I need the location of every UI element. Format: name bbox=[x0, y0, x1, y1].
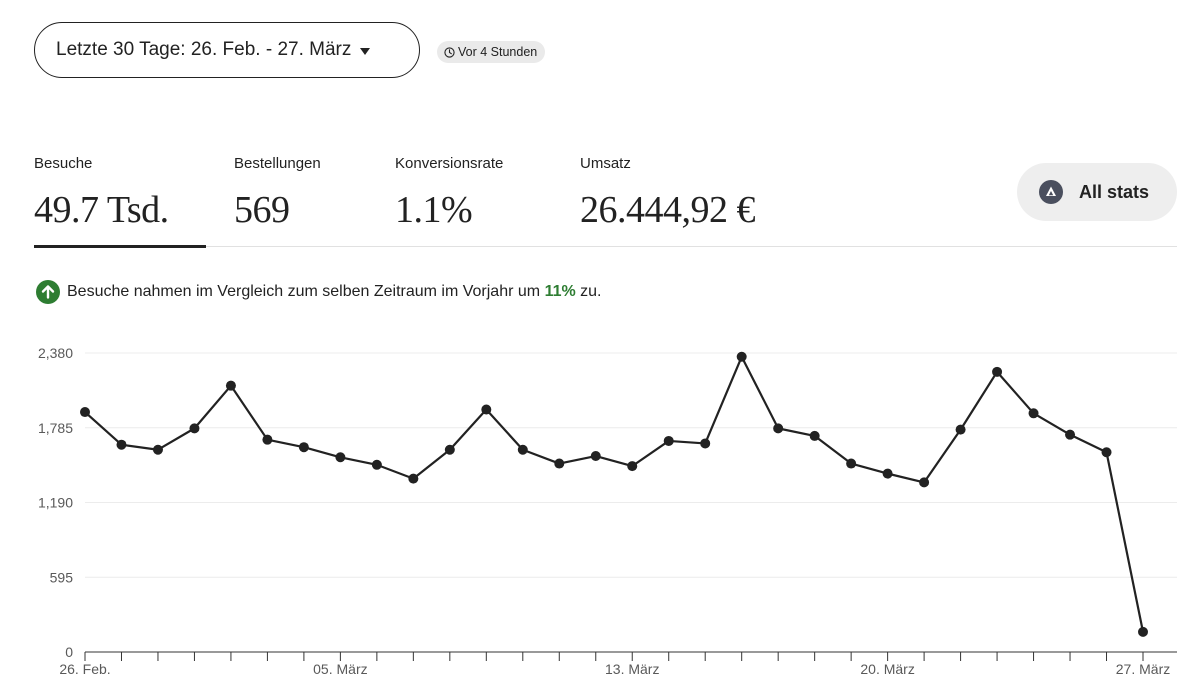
metric-value: 49.7 Tsd. bbox=[34, 189, 169, 231]
arrow-up-icon bbox=[36, 280, 60, 304]
y-tick-label: 1,785 bbox=[38, 420, 73, 436]
metric-label: Bestellungen bbox=[234, 155, 321, 172]
data-point bbox=[882, 468, 893, 479]
metric-value: 569 bbox=[234, 189, 290, 231]
metric-tab-revenue[interactable]: Umsatz 26.444,92 € bbox=[580, 154, 756, 231]
comparison-text: Besuche nahmen im Vergleich zum selben Z… bbox=[67, 283, 541, 300]
data-point bbox=[408, 473, 419, 484]
data-point bbox=[554, 458, 565, 469]
data-point bbox=[152, 444, 163, 455]
data-point bbox=[225, 380, 236, 391]
stats-icon bbox=[1039, 180, 1063, 204]
data-point bbox=[955, 424, 966, 435]
data-point bbox=[444, 444, 455, 455]
data-point bbox=[517, 444, 528, 455]
caret-down-icon bbox=[360, 47, 371, 55]
y-tick-label: 595 bbox=[50, 569, 74, 585]
data-point bbox=[1028, 408, 1039, 419]
data-point bbox=[1138, 626, 1148, 637]
x-tick-label: 05. März bbox=[313, 661, 367, 677]
data-point bbox=[919, 477, 930, 488]
comparison-suffix: zu. bbox=[580, 283, 602, 300]
y-tick-label: 1,190 bbox=[38, 495, 73, 511]
data-point bbox=[700, 438, 711, 449]
visits-line-chart: 0 595 1,190 1,785 2,380 26. Feb. 05. März 13. M… bbox=[38, 345, 1177, 677]
x-tick-label: 27. März bbox=[1116, 661, 1170, 677]
data-point bbox=[298, 442, 309, 453]
data-point bbox=[116, 439, 127, 450]
metric-tab-conversion-rate[interactable]: Konversionsrate 1.1% bbox=[395, 154, 503, 230]
metric-value: 26.444,92 € bbox=[580, 189, 756, 231]
x-tick-label: 20. März bbox=[860, 661, 914, 677]
active-tab-indicator bbox=[34, 245, 206, 248]
date-range-dropdown[interactable]: Letzte 30 Tage: 26. Feb. - 27. März bbox=[34, 22, 420, 78]
last-updated-badge: Vor 4 Stunden bbox=[437, 41, 546, 63]
y-tick-label: 0 bbox=[65, 644, 73, 660]
data-point bbox=[189, 423, 200, 434]
data-point bbox=[809, 430, 820, 441]
data-point bbox=[80, 407, 90, 418]
metric-label: Umsatz bbox=[580, 155, 631, 172]
metric-tab-orders[interactable]: Bestellungen 569 bbox=[234, 154, 321, 230]
data-point bbox=[663, 435, 674, 446]
data-point bbox=[590, 451, 601, 462]
data-point bbox=[627, 461, 638, 472]
data-point bbox=[846, 458, 857, 469]
all-stats-button[interactable]: All stats bbox=[1017, 163, 1177, 221]
data-point bbox=[262, 434, 273, 445]
data-point bbox=[773, 423, 784, 434]
comparison-note: Besuche nahmen im Vergleich zum selben Z… bbox=[36, 280, 602, 304]
x-tick-label: 26. Feb. bbox=[59, 661, 110, 677]
x-tick-label: 13. März bbox=[605, 661, 659, 677]
all-stats-label: All stats bbox=[1079, 181, 1150, 202]
clock-icon bbox=[444, 46, 455, 58]
metric-label: Konversionsrate bbox=[395, 155, 504, 172]
metric-value: 1.1% bbox=[395, 189, 473, 231]
metric-label: Besuche bbox=[34, 155, 93, 172]
last-updated-label: Vor 4 Stunden bbox=[458, 45, 538, 59]
data-point bbox=[335, 452, 346, 463]
date-range-label: Letzte 30 Tage: 26. Feb. - 27. März bbox=[56, 39, 352, 60]
data-point bbox=[1101, 447, 1112, 458]
y-tick-label: 2,380 bbox=[38, 345, 73, 361]
data-point bbox=[992, 366, 1003, 377]
tabs-divider bbox=[34, 246, 1177, 247]
series-line bbox=[84, 355, 1145, 633]
data-point bbox=[371, 459, 382, 470]
metric-tab-visits[interactable]: Besuche 49.7 Tsd. bbox=[34, 154, 169, 230]
comparison-percent: 11% bbox=[544, 283, 576, 300]
data-point bbox=[736, 351, 747, 362]
data-point bbox=[1065, 429, 1076, 440]
data-point bbox=[481, 404, 492, 415]
